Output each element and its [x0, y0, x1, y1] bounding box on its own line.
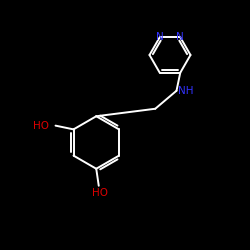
Text: N: N: [156, 32, 164, 42]
Text: NH: NH: [178, 86, 194, 96]
Text: HO: HO: [32, 121, 48, 130]
Text: HO: HO: [92, 188, 108, 198]
Text: N: N: [176, 32, 184, 42]
